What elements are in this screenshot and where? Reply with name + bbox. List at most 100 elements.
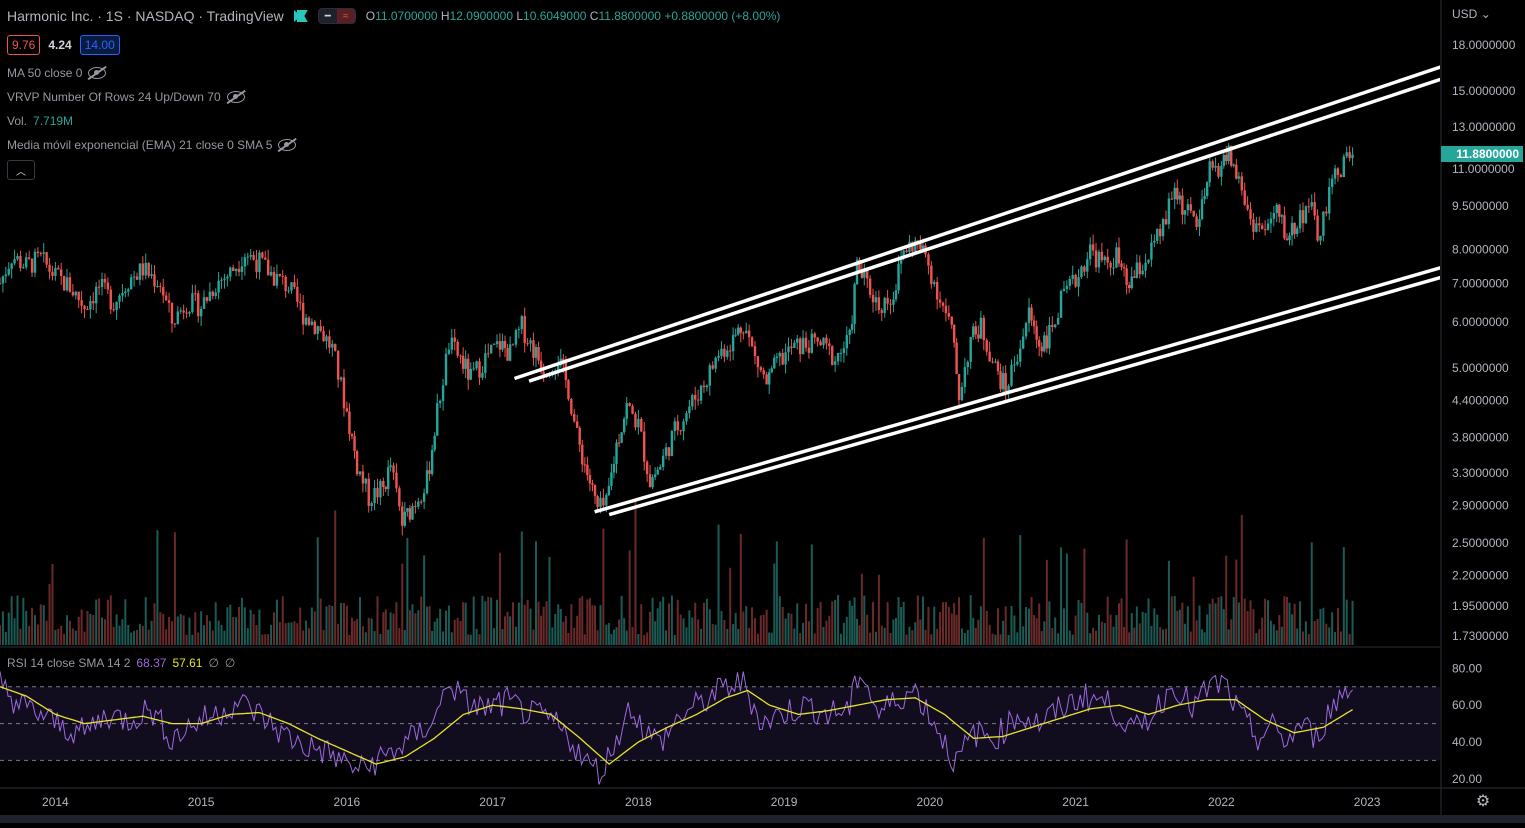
- candle-body: [1220, 165, 1223, 177]
- candle-body: [240, 266, 244, 272]
- minus-icon[interactable]: ━: [324, 10, 331, 22]
- candle-body: [1125, 268, 1128, 286]
- volume-bar: [799, 633, 802, 645]
- volume-bar: [1133, 627, 1136, 645]
- legend-vrvp[interactable]: VRVP Number Of Rows 24 Up/Down 70: [7, 90, 245, 104]
- candle-body: [319, 326, 322, 331]
- volume-bar: [200, 611, 203, 645]
- hidden-eye-icon[interactable]: [88, 67, 107, 79]
- candle-body: [45, 252, 48, 265]
- gear-icon[interactable]: ⚙: [1475, 793, 1491, 810]
- candle-body: [214, 292, 217, 297]
- channel-line-upper-2[interactable]: [528, 68, 1470, 383]
- candle-body: [373, 487, 376, 504]
- candle-body: [469, 368, 472, 380]
- candle-body: [1170, 198, 1174, 200]
- volume-bar: [1062, 608, 1065, 645]
- candle-body: [670, 430, 674, 457]
- collapse-legend-button[interactable]: ︿: [7, 160, 35, 180]
- volume-bar: [542, 606, 545, 645]
- volume-bar: [1220, 596, 1223, 645]
- symbol-title[interactable]: Harmonic Inc. · 1S · NASDAQ · TradingVie…: [7, 8, 284, 24]
- volume-bar: [442, 631, 445, 645]
- candle-body: [348, 411, 351, 434]
- candle-body: [979, 317, 983, 339]
- volume-bar: [607, 622, 610, 645]
- candle-body: [1208, 161, 1211, 183]
- candle-body: [631, 405, 634, 414]
- candle-body: [164, 295, 168, 301]
- volume-bar: [401, 563, 404, 645]
- volume-bar: [379, 634, 382, 645]
- volume-bar: [376, 596, 379, 645]
- candle-body: [950, 316, 953, 325]
- volume-bar: [1144, 612, 1147, 645]
- candle-body: [94, 286, 98, 304]
- candle-body: [682, 421, 685, 432]
- currency-selector[interactable]: USD ⌄: [1452, 7, 1491, 21]
- legend-ema[interactable]: Media móvil exponencial (EMA) 21 close 0…: [7, 138, 297, 152]
- volume-bar: [345, 605, 348, 645]
- time-tick-label: 2018: [625, 795, 652, 809]
- candle-body: [1181, 195, 1184, 215]
- volume-bar: [816, 608, 819, 645]
- candle-body: [258, 252, 261, 273]
- volume-bar: [559, 609, 562, 645]
- candle-body: [599, 497, 602, 507]
- volume-bar: [1214, 603, 1217, 645]
- hidden-eye-icon[interactable]: [278, 139, 297, 151]
- volume-bar: [845, 616, 848, 645]
- volume-bar: [963, 632, 966, 645]
- bottom-scrollbar[interactable]: [0, 815, 1525, 823]
- volume-bar: [591, 605, 594, 645]
- hidden-eye-icon[interactable]: [226, 91, 245, 103]
- volume-bar: [711, 623, 714, 645]
- candle-body: [702, 385, 706, 388]
- candle-body: [750, 337, 754, 347]
- candle-body: [42, 252, 45, 254]
- candle-body: [1232, 164, 1235, 166]
- candle-body: [612, 463, 616, 473]
- candle-body: [1178, 195, 1182, 200]
- volume-bar: [1125, 539, 1128, 645]
- volume-bar: [787, 613, 790, 645]
- legend-ma[interactable]: MA 50 close 0: [7, 66, 107, 80]
- candle-body: [622, 418, 626, 433]
- volume-bar: [631, 626, 634, 645]
- candle-body: [894, 290, 898, 300]
- rsi-legend[interactable]: RSI 14 close SMA 14 2 68.37 57.61 ∅ ∅: [7, 656, 235, 670]
- channel-line-upper-1[interactable]: [513, 60, 1456, 381]
- candle-body: [517, 329, 521, 331]
- candle-body: [138, 263, 142, 280]
- volume-bar: [628, 550, 631, 645]
- candle-body: [688, 406, 691, 414]
- chart-type-toggle[interactable]: ━ ≈: [317, 8, 356, 24]
- volume-bar: [19, 628, 22, 645]
- price-scale-background: [1440, 0, 1525, 823]
- legend-volume[interactable]: Vol. 7.719M: [7, 114, 73, 128]
- wave-icon[interactable]: ≈: [336, 9, 355, 23]
- volume-bar: [1189, 631, 1192, 645]
- candle-body: [287, 290, 290, 292]
- volume-bar: [1316, 618, 1319, 645]
- volume-bar: [353, 620, 356, 645]
- volume-bar: [1186, 606, 1189, 645]
- candle-body: [68, 277, 72, 292]
- volume-bar: [1045, 559, 1048, 645]
- candle-body: [578, 427, 581, 445]
- candle-body: [1150, 242, 1153, 260]
- candle-body: [453, 337, 456, 342]
- volume-bar: [1278, 614, 1281, 645]
- time-tick-label: 2022: [1208, 795, 1235, 809]
- volume-bar: [1328, 627, 1331, 645]
- buy-price-button[interactable]: 14.00: [79, 35, 120, 55]
- sell-price-button[interactable]: 9.76: [7, 35, 41, 55]
- candle-body: [988, 351, 991, 362]
- candle-body: [39, 252, 43, 254]
- close-label: C: [589, 9, 599, 23]
- channel-line-lower-2[interactable]: [608, 240, 1525, 517]
- channel-line-lower-1[interactable]: [594, 234, 1525, 514]
- price-tick-label: 9.5000000: [1452, 199, 1509, 213]
